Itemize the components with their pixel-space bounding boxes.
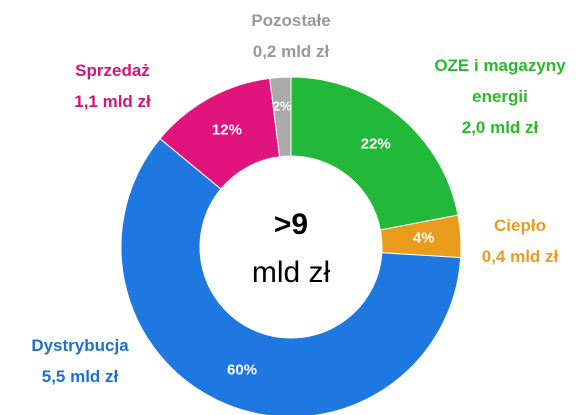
value-label: 60%	[227, 362, 257, 379]
value-label: 12%	[212, 121, 242, 138]
value-label: 2%	[273, 99, 292, 114]
category-label: Sprzedaż	[75, 61, 150, 80]
category-label: Pozostałe	[251, 11, 331, 30]
value-label: 22%	[361, 135, 391, 152]
category-label: Ciepło	[494, 216, 546, 235]
value-label: 4%	[413, 230, 435, 247]
amount-label: 5,5 mld zł	[41, 367, 119, 386]
category-label: OZE i magazyny energii	[434, 56, 566, 106]
amount-label: 2,0 mld zł	[461, 118, 539, 137]
amount-label: 0,2 mld zł	[252, 42, 330, 61]
category-label: Dystrybucja	[31, 336, 129, 355]
donut-hole	[200, 156, 382, 338]
center-unit: mld zł	[252, 256, 331, 289]
amount-label: 0,4 mld zł	[481, 247, 559, 266]
center-value: >9	[274, 208, 308, 241]
amount-label: 1,1 mld zł	[74, 92, 151, 111]
